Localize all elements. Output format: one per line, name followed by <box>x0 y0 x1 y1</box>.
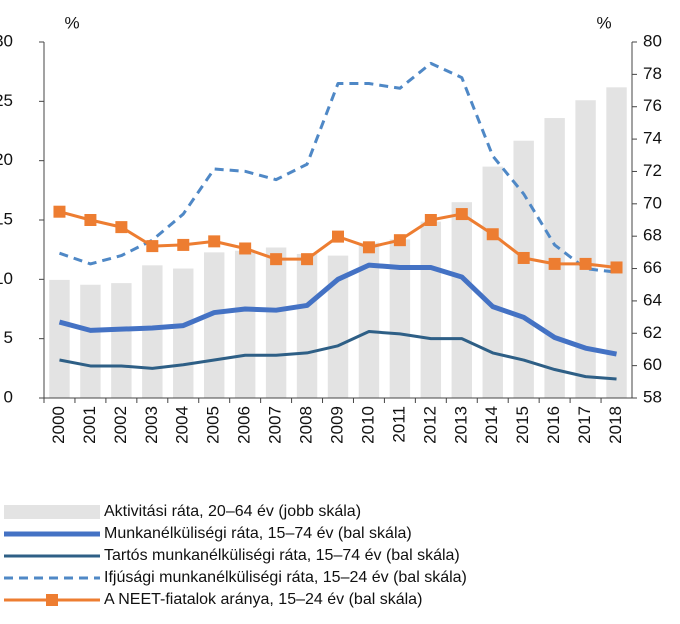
marker <box>610 261 623 274</box>
bar <box>482 166 503 398</box>
y2-tick-label: 78 <box>643 64 662 83</box>
bar <box>142 265 163 398</box>
marker <box>332 230 344 243</box>
bar <box>296 253 318 398</box>
x-tick-label: 2008 <box>297 406 316 444</box>
legend-label: Munkanélküliségi ráta, 15–74 év (bal ská… <box>104 525 412 542</box>
legend-swatch <box>4 505 100 519</box>
bar <box>575 100 596 398</box>
marker <box>208 235 221 248</box>
marker <box>455 208 468 221</box>
legend-label: A NEET-fiatalok aránya, 15–24 év (bal sk… <box>104 591 422 608</box>
x-tick-label: 2002 <box>111 406 130 444</box>
bar <box>234 250 256 398</box>
marker <box>579 257 592 270</box>
x-tick-label: 2015 <box>513 406 532 444</box>
x-tick-label: 2014 <box>482 406 501 444</box>
y2-tick-label: 80 <box>643 31 662 50</box>
x-tick-label: 2000 <box>49 406 68 444</box>
x-tick-label: 2009 <box>327 406 346 444</box>
line <box>58 262 617 357</box>
x-tick-label: 2011 <box>389 406 408 443</box>
marker <box>393 234 406 247</box>
bar <box>389 239 411 398</box>
legend-marker <box>46 594 58 606</box>
y-axis-unit: % <box>64 13 79 32</box>
y2-tick-label: 66 <box>643 258 662 277</box>
legend-label: Aktivitási ráta, 20–64 év (jobb skála) <box>104 503 361 520</box>
y2-tick-label: 62 <box>643 323 662 342</box>
y2-tick-label: 60 <box>643 355 662 374</box>
bar <box>606 87 627 399</box>
x-tick-label: 2005 <box>204 406 223 444</box>
marker <box>270 253 283 266</box>
y-tick-label: 0 <box>4 387 13 406</box>
marker <box>424 214 437 226</box>
y2-tick-label: 74 <box>643 129 662 148</box>
x-tick-label: 2016 <box>544 406 563 444</box>
y-tick-label: 5 <box>4 328 13 347</box>
y2-tick-label: 72 <box>643 161 662 180</box>
x-tick-label: 2017 <box>575 406 594 444</box>
x-tick-label: 2012 <box>420 406 439 444</box>
bar <box>265 247 287 398</box>
bar <box>451 202 473 398</box>
y2-tick-label: 58 <box>643 387 662 406</box>
bar <box>203 252 225 398</box>
bar <box>80 284 101 398</box>
bar <box>358 242 380 398</box>
x-tick-label: 2018 <box>606 406 625 444</box>
y-tick-label: 20 <box>0 150 13 169</box>
x-tick-label: 2001 <box>80 406 99 444</box>
marker <box>84 214 97 226</box>
bar <box>49 279 70 398</box>
y-tick-label: 10 <box>0 269 13 288</box>
y2-tick-label: 68 <box>643 226 662 245</box>
y2-tick-label: 64 <box>643 290 662 309</box>
x-tick-label: 2013 <box>451 406 470 444</box>
x-tick-label: 2006 <box>235 406 254 444</box>
marker <box>301 253 314 266</box>
y-tick-label: 15 <box>0 209 13 228</box>
line <box>59 330 617 381</box>
marker <box>146 240 159 253</box>
x-tick-label: 2010 <box>358 406 377 444</box>
legend-label: Ifjúsági munkanélküliségi ráta, 15–24 év… <box>104 569 467 586</box>
x-tick-label: 2003 <box>142 406 161 444</box>
marker <box>239 242 252 255</box>
bar <box>327 255 349 398</box>
marker <box>362 241 375 254</box>
line <box>58 61 617 274</box>
marker <box>548 257 561 270</box>
marker <box>53 205 66 218</box>
bar <box>111 283 132 398</box>
y-tick-label: 25 <box>0 91 13 110</box>
y2-tick-label: 70 <box>643 193 662 212</box>
y2-tick-label: 76 <box>643 96 662 115</box>
marker <box>517 251 530 264</box>
x-tick-label: 2007 <box>266 406 285 444</box>
marker <box>115 221 128 234</box>
y2-axis-unit: % <box>596 13 611 32</box>
y-tick-label: 30 <box>0 31 13 50</box>
marker <box>486 228 499 241</box>
x-tick-label: 2004 <box>173 406 192 444</box>
bar <box>173 268 194 398</box>
bar <box>420 221 442 398</box>
legend-label: Tartós munkanélküliségi ráta, 15–74 év (… <box>104 547 460 564</box>
marker <box>177 238 190 251</box>
